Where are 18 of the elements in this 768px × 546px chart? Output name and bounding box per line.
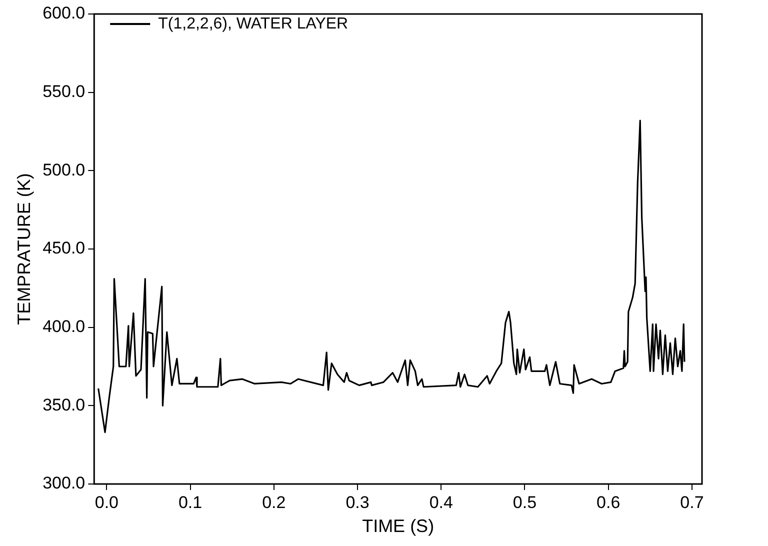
y-tick-label: 500.0: [42, 160, 86, 180]
y-tick-label: 450.0: [42, 238, 86, 258]
x-tick-label: 0.2: [262, 492, 286, 512]
y-tick-label: 600.0: [42, 4, 86, 23]
y-tick-label: 550.0: [42, 82, 86, 102]
x-tick-label: 0.6: [596, 492, 620, 512]
x-tick-label: 0.7: [680, 492, 704, 512]
y-tick-label: 400.0: [42, 317, 86, 336]
x-tick-label: 0.5: [512, 492, 537, 512]
x-axis-title: TIME (S): [362, 516, 434, 536]
legend-label: T(1,2,2,6), WATER LAYER: [158, 15, 348, 32]
y-tick-label: 300.0: [42, 474, 86, 493]
x-tick-label: 0.4: [429, 492, 453, 512]
x-tick-label: 0.3: [346, 492, 370, 512]
y-axis-title: TEMPRATURE (K): [14, 173, 34, 325]
x-tick-label: 0.0: [94, 492, 119, 512]
x-tick-label: 0.1: [178, 492, 202, 512]
y-tick-label: 350.0: [42, 395, 86, 414]
